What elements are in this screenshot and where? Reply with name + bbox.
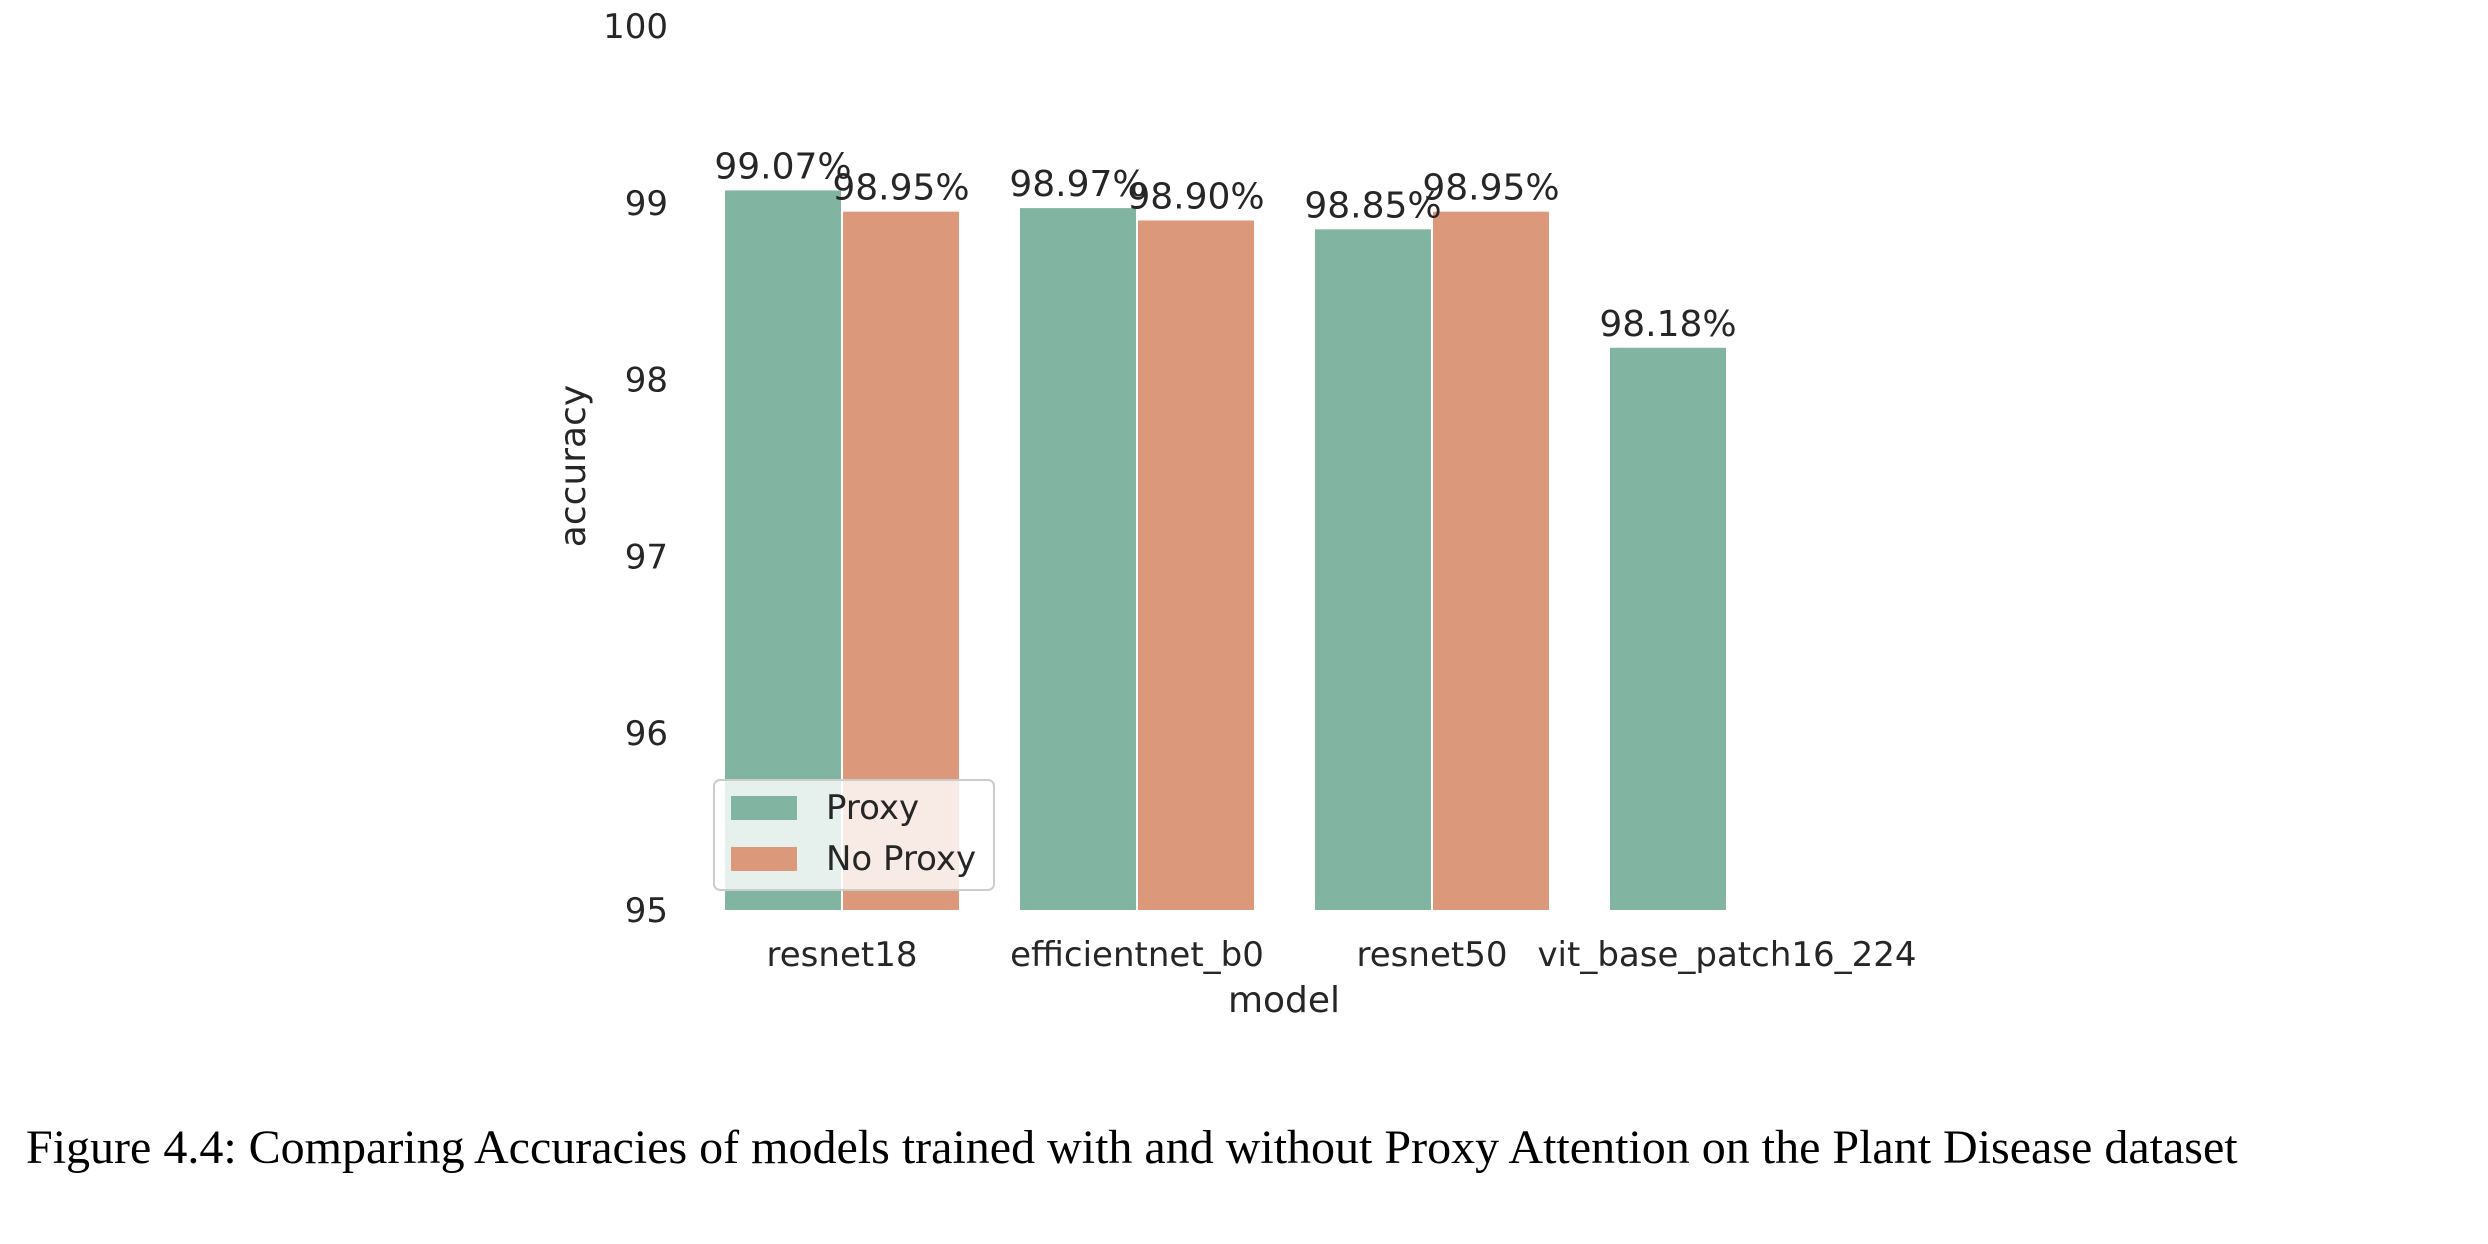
legend-label-proxy: Proxy	[826, 788, 919, 828]
bar-value-labels: 99.07%98.95% 98.97%98.90% 98.85%98.95%98.1…	[714, 146, 1736, 344]
bar-value-label: 98.90%	[1127, 176, 1264, 217]
bar-value-label: 99.07%	[714, 146, 851, 187]
bar-value-label: 98.95%	[1422, 168, 1559, 209]
bar-value-label: 98.85%	[1304, 185, 1441, 226]
figure-caption: Figure 4.4: Comparing Accuracies of mode…	[26, 1121, 2238, 1174]
bar-proxy-efficientnet-b0	[1020, 208, 1136, 910]
bar-no-proxy-resnet50	[1433, 211, 1549, 910]
y-tick-label: 99	[625, 184, 668, 224]
bar-value-label: 98.18%	[1599, 304, 1736, 345]
bar-proxy-resnet50	[1315, 229, 1431, 910]
bar-value-label: 98.97%	[1009, 164, 1146, 205]
bar-no-proxy-efficientnet-b0	[1138, 220, 1254, 911]
bars	[725, 190, 1726, 911]
bar-proxy-vit-base-patch16-224	[1610, 347, 1726, 910]
x-tick-label: resnet18	[767, 935, 918, 975]
y-tick-label: 97	[625, 537, 668, 577]
y-tick-label: 98	[625, 361, 668, 401]
legend-swatch-no-proxy	[731, 847, 797, 871]
y-axis-label: accuracy	[553, 385, 594, 547]
legend-swatch-proxy	[731, 796, 797, 820]
x-tick-label: vit_base_patch16_224	[1537, 935, 1916, 975]
legend: Proxy No Proxy	[713, 779, 995, 891]
y-axis-ticks: 95 96 97 98 99 100	[603, 7, 668, 931]
legend-label-no-proxy: No Proxy	[826, 839, 976, 879]
bar-value-label: 98.95%	[832, 168, 969, 209]
x-tick-label: efficientnet_b0	[1010, 935, 1264, 975]
x-tick-label: resnet50	[1357, 935, 1508, 975]
y-tick-label: 96	[625, 714, 668, 754]
y-tick-label: 95	[625, 891, 668, 931]
y-tick-label: 100	[603, 7, 668, 47]
x-axis-ticks: resnet18 efficientnet_b0 resnet50 vit_base_…	[767, 935, 1917, 975]
x-axis-label: model	[1228, 980, 1340, 1021]
